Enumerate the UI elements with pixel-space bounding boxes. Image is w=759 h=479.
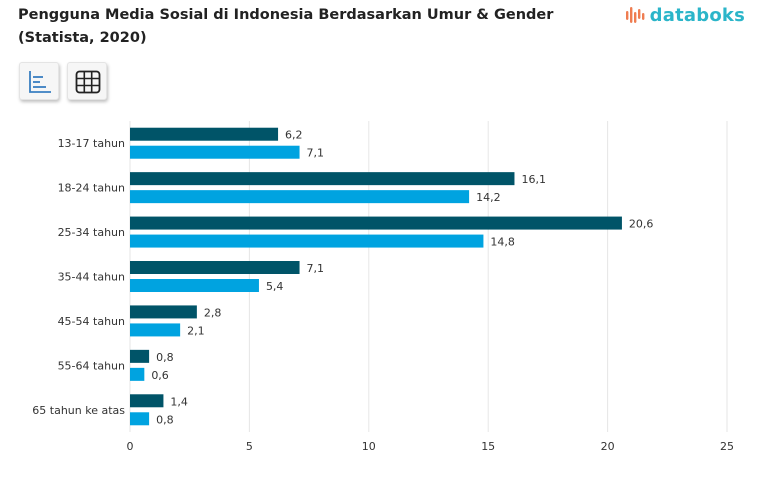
data-label-series-2: 0,8 — [156, 413, 174, 426]
chart-view-button[interactable] — [19, 62, 59, 100]
bars — [130, 127, 622, 426]
bar-series-1[interactable] — [130, 305, 197, 319]
category-label: 65 tahun ke atas — [32, 404, 125, 417]
data-label-series-2: 2,1 — [187, 324, 205, 337]
data-label-series-2: 5,4 — [266, 280, 284, 293]
data-label-series-1: 7,1 — [307, 262, 325, 275]
x-tick-label: 5 — [246, 440, 253, 453]
logo-bars-icon — [625, 7, 645, 23]
x-tick-label: 0 — [127, 440, 134, 453]
x-tick-label: 20 — [601, 440, 615, 453]
grid-lines — [129, 121, 728, 432]
data-label-series-1: 16,1 — [521, 173, 546, 186]
data-label-series-2: 0,6 — [151, 369, 169, 382]
data-label-series-1: 20,6 — [629, 218, 654, 231]
bar-series-2[interactable] — [130, 412, 150, 426]
table-grid-icon — [75, 70, 101, 94]
category-label: 35-44 tahun — [58, 271, 125, 284]
bar-series-1[interactable] — [130, 394, 164, 408]
logo-text: databoks — [649, 4, 745, 26]
bar-series-1[interactable] — [130, 172, 515, 186]
category-label: 18-24 tahun — [58, 182, 125, 195]
bar-series-1[interactable] — [130, 127, 279, 141]
category-labels: 13-17 tahun 18-24 tahun 25-34 tahun 35-44 t… — [32, 137, 125, 417]
data-label-series-1: 0,8 — [156, 351, 174, 364]
data-label-series-2: 7,1 — [307, 147, 325, 160]
bar-series-2[interactable] — [130, 323, 181, 337]
table-view-button[interactable] — [67, 62, 107, 100]
category-label: 55-64 tahun — [58, 359, 125, 372]
category-label: 45-54 tahun — [58, 315, 125, 328]
data-label-series-1: 1,4 — [170, 395, 188, 408]
data-label-series-1: 6,2 — [285, 129, 303, 142]
data-label-series-2: 14,2 — [476, 191, 501, 204]
x-tick-label: 15 — [481, 440, 495, 453]
x-axis-tick-labels: 0 5 10 15 20 25 — [127, 440, 735, 453]
bar-series-2[interactable] — [130, 279, 259, 292]
bar-series-2[interactable] — [130, 367, 145, 381]
bar-series-2[interactable] — [130, 190, 470, 204]
bar-series-1[interactable] — [130, 261, 300, 274]
data-label-series-2: 14,8 — [490, 236, 515, 249]
bar-series-1[interactable] — [130, 349, 150, 363]
bar-series-2[interactable] — [130, 234, 484, 248]
category-label: 25-34 tahun — [58, 226, 125, 239]
chart-title: Pengguna Media Sosial di Indonesia Berda… — [18, 4, 578, 50]
bar-series-2[interactable] — [130, 145, 300, 159]
category-label: 13-17 tahun — [58, 137, 125, 150]
x-tick-label: 25 — [720, 440, 734, 453]
bar-series-1[interactable] — [130, 216, 622, 230]
chart-title-line-2: (Statista, 2020) — [18, 30, 147, 46]
data-label-series-1: 2,8 — [204, 306, 222, 319]
x-tick-label: 10 — [362, 440, 376, 453]
data-labels: 6,2 7,1 16,1 14,2 20,6 14,8 7,1 5,4 2,8 2,1 0,8 0,6… — [151, 129, 653, 427]
bar-chart-icon — [29, 71, 51, 93]
chart-title-line-1: Pengguna Media Sosial di Indonesia Berda… — [18, 7, 554, 23]
databoks-logo[interactable]: databoks — [625, 4, 745, 26]
